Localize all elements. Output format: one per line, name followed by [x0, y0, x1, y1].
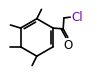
- Text: Cl: Cl: [71, 11, 83, 24]
- Text: O: O: [64, 39, 73, 52]
